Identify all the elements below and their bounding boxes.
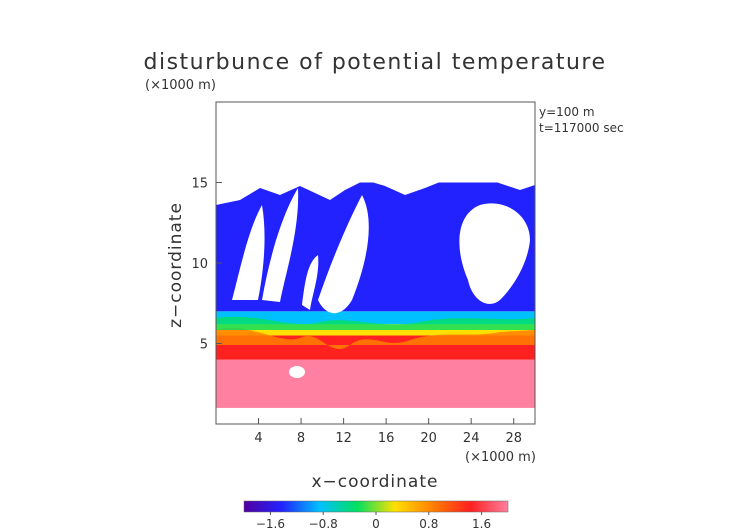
field-band — [216, 359, 535, 408]
colorbar-tick-label: 0 — [372, 517, 380, 531]
white-spot — [289, 366, 305, 378]
y-axis-label: z−coordinate — [166, 202, 186, 328]
white-blob-top — [216, 102, 535, 205]
field-interface — [216, 328, 535, 350]
y-tick-label: 10 — [191, 257, 208, 272]
white-plume-4 — [318, 195, 369, 314]
white-plume-3 — [302, 255, 319, 310]
annotation-group: y=100 m t=117000 sec — [539, 105, 624, 135]
white-spot-2 — [332, 293, 344, 311]
colorbar-tick-label: −0.8 — [309, 517, 338, 531]
x-tick-label: 20 — [420, 431, 437, 446]
field-interface-cool — [216, 316, 535, 330]
colorbar-tick-label: 0.8 — [419, 517, 438, 531]
x-axis-label: x−coordinate — [312, 472, 439, 492]
y-tick-label: 15 — [191, 177, 208, 192]
x-tick-label: 24 — [463, 431, 480, 446]
x-axis: 4 8 12 16 20 24 28 — [254, 418, 522, 446]
x-tick-label: 4 — [254, 431, 262, 446]
x-tick-label: 12 — [335, 431, 352, 446]
colorbar-tick-label: −1.6 — [256, 517, 285, 531]
x-tick-label: 8 — [297, 431, 305, 446]
top-unit-label: (×1000 m) — [145, 78, 216, 93]
x-tick-label: 16 — [378, 431, 395, 446]
y-tick-label: 5 — [200, 338, 208, 353]
annotation-text: t=117000 sec — [539, 121, 624, 135]
white-plume-5 — [459, 203, 530, 304]
white-plume-1 — [232, 205, 265, 300]
field-area — [216, 102, 535, 424]
bottom-unit-label: (×1000 m) — [465, 450, 536, 465]
colorbar — [243, 500, 509, 513]
annotation-text: y=100 m — [539, 105, 595, 119]
y-axis: 5 10 15 — [191, 177, 222, 353]
white-plume-2 — [262, 188, 299, 302]
x-tick-label: 28 — [505, 431, 522, 446]
colorbar-ticks: −1.6 −0.8 0 0.8 1.6 — [256, 512, 491, 531]
chart-title: disturbunce of potential temperature — [144, 50, 607, 75]
colorbar-tick-label: 1.6 — [472, 517, 491, 531]
